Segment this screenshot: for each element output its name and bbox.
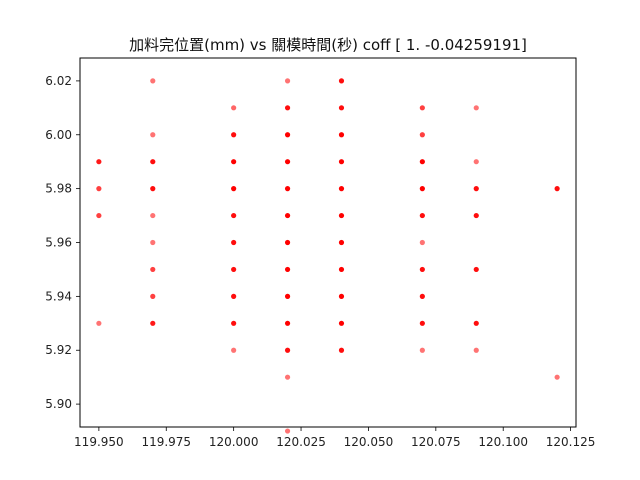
points-layer <box>96 78 560 434</box>
data-point <box>284 428 291 434</box>
data-point <box>96 186 102 192</box>
data-point <box>231 320 237 326</box>
data-point <box>150 212 156 219</box>
data-point <box>150 78 156 84</box>
data-point <box>473 105 479 111</box>
y-tick-label: 6.00 <box>45 128 72 142</box>
data-point <box>231 105 237 111</box>
x-tick-label: 120.050 <box>344 435 394 449</box>
data-point <box>231 293 237 299</box>
data-point <box>231 239 237 246</box>
data-point <box>554 186 560 192</box>
data-point <box>338 293 345 299</box>
data-point <box>554 374 560 380</box>
y-tick-label: 6.02 <box>45 74 72 88</box>
data-point <box>150 239 156 246</box>
data-point <box>284 320 291 326</box>
data-point <box>338 132 345 138</box>
data-point <box>150 320 156 326</box>
data-point <box>284 266 291 273</box>
data-point <box>338 105 345 111</box>
data-point <box>284 239 291 246</box>
y-tick-label: 5.92 <box>45 343 72 357</box>
data-point <box>231 266 237 273</box>
y-tick-label: 5.96 <box>45 236 72 250</box>
data-point <box>419 159 425 165</box>
data-point <box>284 105 291 111</box>
data-point <box>150 266 156 273</box>
x-tick-label: 120.100 <box>478 435 528 449</box>
data-point <box>419 186 425 192</box>
data-point <box>150 159 156 165</box>
data-point <box>284 78 291 84</box>
y-axis: 5.90 5.92 5.94 5.96 5.98 6.00 6.02 <box>45 74 80 411</box>
x-tick-label: 120.025 <box>276 435 326 449</box>
y-tick-label: 5.94 <box>45 289 72 303</box>
data-point <box>473 159 479 165</box>
data-point <box>419 293 425 299</box>
data-point <box>473 212 479 219</box>
data-point <box>338 347 345 353</box>
data-point <box>338 320 345 326</box>
data-point <box>419 347 425 353</box>
data-point <box>96 212 102 219</box>
x-tick-label: 120.000 <box>209 435 259 449</box>
data-point <box>419 132 425 138</box>
data-point <box>284 293 291 299</box>
chart-title: 加料完位置(mm) vs 關模時間(秒) coff [ 1. -0.042591… <box>129 36 527 54</box>
data-point <box>231 212 237 219</box>
data-point <box>419 212 425 219</box>
data-point <box>96 159 102 165</box>
data-point <box>284 347 291 353</box>
data-point <box>284 159 291 165</box>
data-point <box>284 186 291 192</box>
data-point <box>338 266 345 273</box>
data-point <box>150 132 156 138</box>
data-point <box>419 105 425 111</box>
data-point <box>473 186 479 192</box>
data-point <box>231 347 237 353</box>
x-tick-label: 120.075 <box>411 435 461 449</box>
y-tick-label: 5.90 <box>45 397 72 411</box>
data-point <box>338 159 345 165</box>
data-point <box>419 239 425 246</box>
x-tick-label: 120.125 <box>546 435 596 449</box>
data-point <box>284 374 291 380</box>
data-point <box>96 320 102 326</box>
data-point <box>338 78 345 84</box>
data-point <box>473 320 479 326</box>
data-point <box>231 186 237 192</box>
data-point <box>150 293 156 299</box>
x-tick-label: 119.950 <box>74 435 124 449</box>
data-point <box>284 132 291 138</box>
data-point <box>473 347 479 353</box>
data-point <box>473 266 479 273</box>
data-point <box>419 266 425 273</box>
data-point <box>419 320 425 326</box>
data-point <box>231 159 237 165</box>
data-point <box>338 186 345 192</box>
data-point <box>338 239 345 246</box>
x-tick-label: 119.975 <box>141 435 191 449</box>
data-point <box>150 186 156 192</box>
data-point <box>284 212 291 219</box>
x-axis: 119.950 119.975 120.000 120.025 120.050 120.0… <box>74 427 595 449</box>
data-point <box>231 132 237 138</box>
y-tick-label: 5.98 <box>45 182 72 196</box>
data-point <box>338 212 345 219</box>
